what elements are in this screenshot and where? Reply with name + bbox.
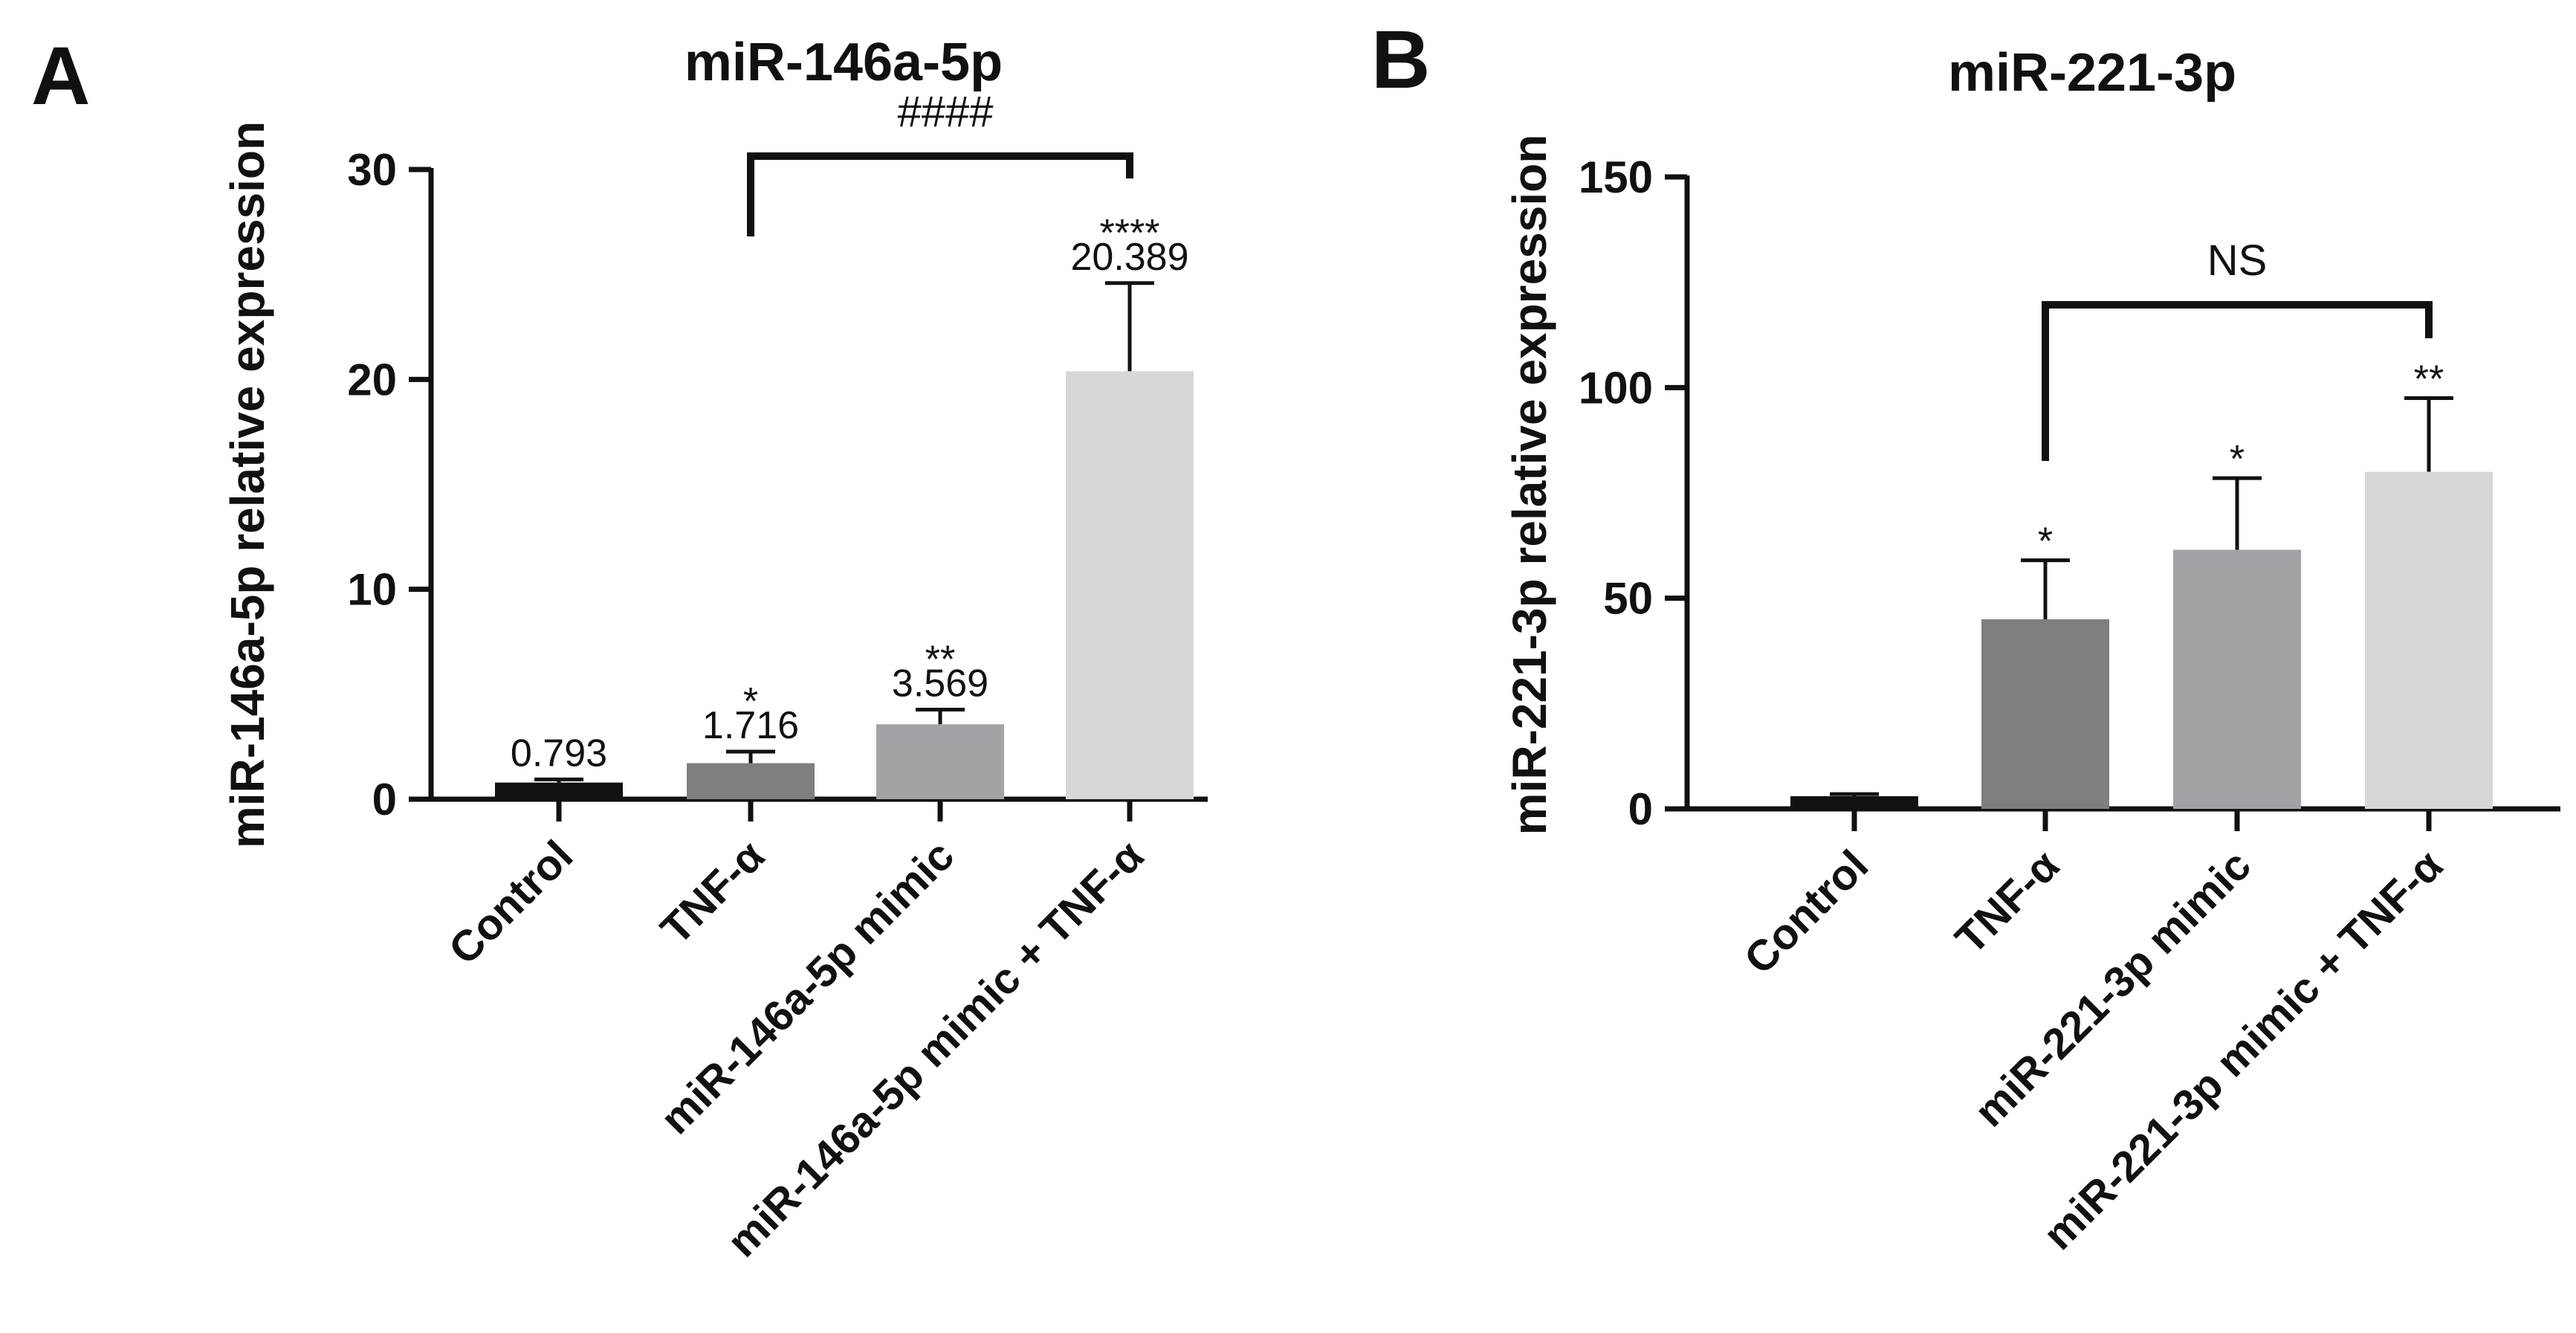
chart-title: miR-146a-5p	[685, 33, 1003, 92]
bar	[1066, 371, 1194, 799]
data-label: 1.716	[702, 704, 799, 747]
x-tick-label: TNF-α	[1946, 841, 2069, 964]
comparison-label: ####	[897, 88, 993, 136]
data-label: 0.793	[511, 732, 607, 775]
x-tick-label: Control	[439, 831, 582, 974]
significance-label: **	[2414, 358, 2444, 401]
x-tick-label: miR-221-3p mimic + TNF-α	[2034, 841, 2453, 1259]
bar	[876, 724, 1004, 799]
bar	[1790, 796, 1918, 809]
significance-label: **	[925, 638, 955, 681]
y-axis-label: miR-146a-5p relative expression	[221, 121, 274, 848]
data-label: 3.569	[892, 662, 988, 705]
y-tick-label: 10	[347, 565, 397, 615]
significance-label: *	[2230, 438, 2245, 481]
significance-label: *	[743, 680, 758, 723]
data-label: 20.389	[1070, 236, 1188, 279]
y-tick-label: 20	[347, 355, 397, 404]
y-axis-label: miR-221-3p relative expression	[1503, 135, 1556, 836]
comparison-bracket	[747, 152, 1133, 236]
panel-letter: B	[1371, 14, 1430, 106]
chart-title: miR-221-3p	[1948, 43, 2236, 103]
y-tick-label: 0	[372, 775, 397, 824]
y-tick-label: 100	[1579, 363, 1653, 413]
y-tick-label: 150	[1579, 152, 1653, 202]
x-tick-label: Control	[1735, 841, 1877, 984]
comparison-bracket	[2042, 301, 2433, 461]
y-tick-label: 50	[1603, 574, 1653, 624]
comparison-label: NS	[2207, 236, 2268, 285]
bar	[495, 782, 623, 799]
bar	[2173, 549, 2301, 809]
bar	[687, 763, 815, 799]
x-tick-label: miR-146a-5p mimic + TNF-α	[718, 831, 1153, 1266]
significance-label: *	[2038, 520, 2053, 564]
bar	[1981, 619, 2109, 809]
bar	[2365, 471, 2493, 809]
y-tick-label: 0	[1628, 784, 1653, 834]
y-tick-label: 30	[347, 145, 397, 195]
significance-label: ****	[1100, 212, 1160, 255]
panel-letter: A	[31, 30, 90, 122]
x-tick-label: TNF-α	[652, 831, 774, 954]
